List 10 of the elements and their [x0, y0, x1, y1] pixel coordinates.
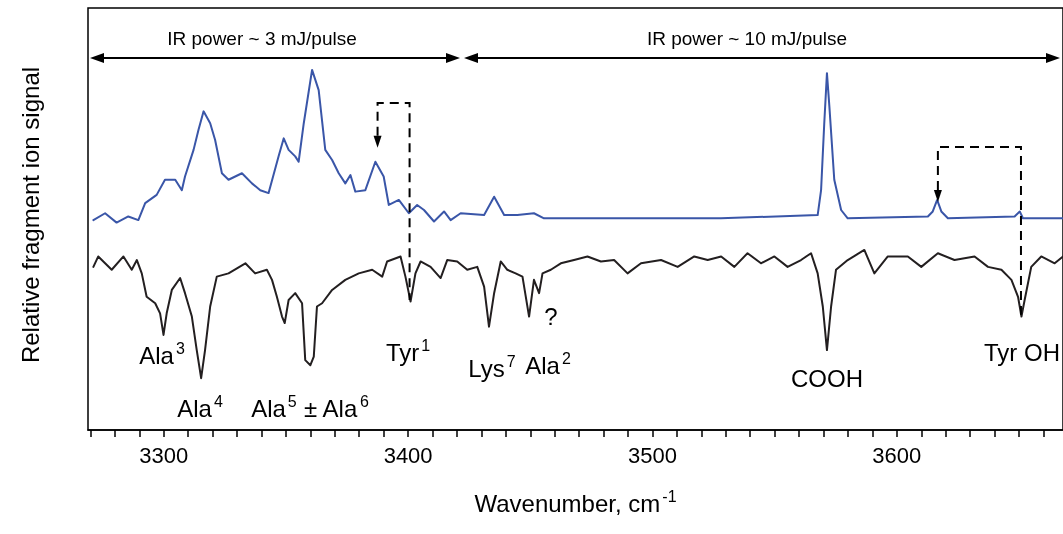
x-tick-label: 3300 [139, 442, 189, 468]
annotation: Tyr OH [984, 338, 1060, 366]
annotation: ? [544, 302, 558, 330]
x-tick-label: 3400 [383, 442, 433, 468]
text: IR power ~ 10 mJ/pulse [646, 27, 848, 49]
x-tick-label: 3600 [872, 442, 922, 468]
text: IR power ~ 3 mJ/pulse [167, 27, 357, 49]
y-axis-title: Relative fragment ion signal [16, 66, 44, 364]
annotation: COOH [791, 364, 863, 392]
x-tick-label: 3500 [628, 442, 677, 468]
